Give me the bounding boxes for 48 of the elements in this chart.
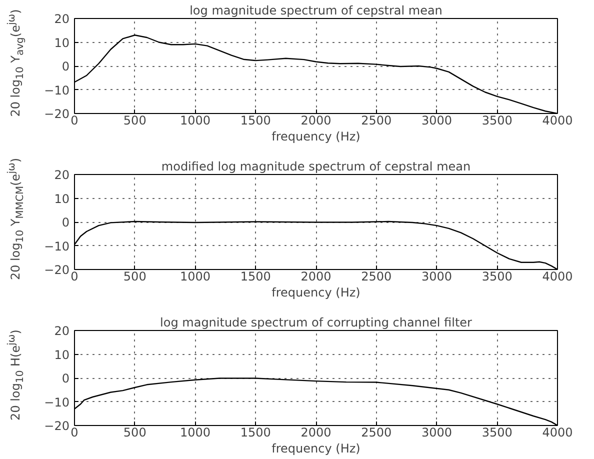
y-tick-label: 10 — [54, 348, 70, 362]
y-tick-label: 20 — [54, 12, 70, 26]
y-tick-label: −20 — [44, 263, 70, 277]
y-tick-label: −10 — [44, 239, 70, 254]
y-tick-label: −10 — [44, 83, 70, 98]
x-tick-label: 1000 — [180, 426, 211, 440]
y-tick-label: −20 — [44, 107, 70, 121]
y-tick-label: 0 — [62, 372, 70, 386]
x-tick-label: 3500 — [482, 270, 512, 284]
x-tick-label: 2500 — [361, 270, 392, 284]
y-tick-label: −10 — [44, 395, 70, 410]
x-tick-label: 2000 — [300, 270, 332, 284]
x-tick-label: 0 — [70, 270, 78, 284]
x-tick-label: 1500 — [240, 426, 271, 440]
x-tick-label: 500 — [123, 426, 146, 440]
chart-title: log magnitude spectrum of cepstral mean — [190, 4, 442, 18]
x-axis-title: frequency (Hz) — [272, 286, 360, 300]
x-tick-label: 3000 — [421, 270, 452, 284]
y-tick-label: 0 — [62, 60, 70, 74]
y-tick-label: 10 — [54, 192, 70, 206]
x-tick-label: 2500 — [361, 114, 392, 128]
x-tick-label: 1000 — [180, 114, 211, 128]
x-tick-label: 500 — [123, 114, 146, 128]
chart-title: modified log magnitude spectrum of cepstral mean — [161, 160, 471, 174]
y-tick-label: 0 — [62, 216, 70, 230]
x-tick-label: 1000 — [180, 270, 211, 284]
x-tick-label: 2500 — [361, 426, 392, 440]
x-tick-label: 3500 — [482, 114, 512, 128]
x-tick-label: 500 — [123, 270, 146, 284]
x-tick-label: 3000 — [421, 114, 452, 128]
y-tick-label: 20 — [54, 168, 70, 182]
x-tick-label: 1500 — [240, 114, 271, 128]
chart-title: log magnitude spectrum of corrupting channel filter — [160, 316, 472, 330]
x-tick-label: 2000 — [300, 426, 332, 440]
x-tick-label: 0 — [70, 426, 78, 440]
x-tick-label: 3500 — [482, 426, 512, 440]
y-tick-label: 10 — [54, 36, 70, 50]
x-tick-label: 4000 — [542, 114, 573, 128]
x-tick-label: 3000 — [421, 426, 452, 440]
x-axis-title: frequency (Hz) — [272, 442, 360, 456]
x-axis-title: frequency (Hz) — [272, 130, 360, 144]
x-tick-label: 1500 — [240, 270, 271, 284]
y-tick-label: 20 — [54, 324, 70, 338]
x-tick-label: 4000 — [542, 426, 573, 440]
x-tick-label: 4000 — [542, 270, 573, 284]
x-tick-label: 2000 — [300, 114, 332, 128]
x-tick-label: 0 — [70, 114, 78, 128]
y-tick-label: −20 — [44, 419, 70, 433]
